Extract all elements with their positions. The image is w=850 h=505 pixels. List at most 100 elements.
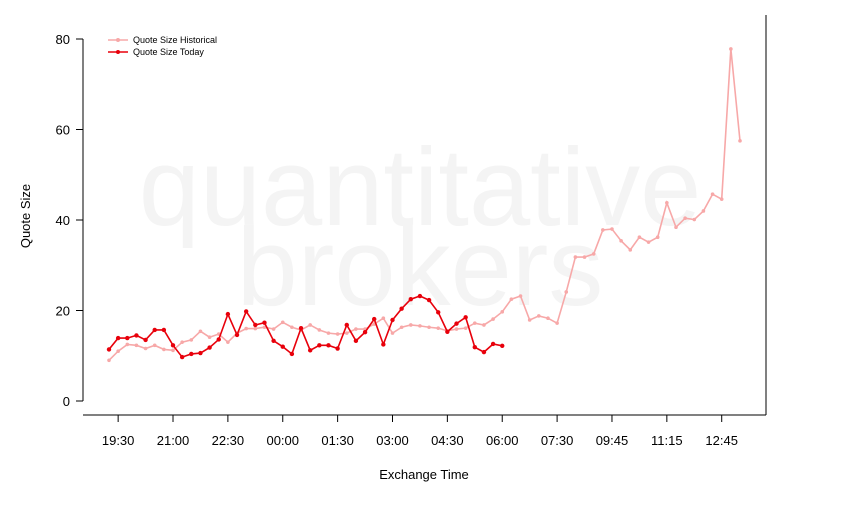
point	[170, 343, 176, 348]
point	[207, 335, 212, 339]
point	[417, 293, 423, 299]
point	[179, 354, 185, 360]
point	[308, 323, 312, 327]
series-line	[108, 48, 741, 361]
point	[655, 235, 660, 239]
point	[317, 343, 322, 348]
legend-label: Quote Size Historical	[133, 35, 217, 45]
x-tick-label: 06:00	[486, 433, 519, 448]
watermark: brokers	[237, 206, 604, 329]
point	[628, 248, 633, 252]
point	[491, 317, 495, 321]
point	[555, 321, 559, 325]
legend-marker	[116, 38, 120, 42]
x-tick-label: 09:45	[596, 433, 629, 448]
point	[271, 327, 276, 331]
point	[665, 201, 669, 205]
y-tick-label: 40	[56, 213, 70, 228]
point	[353, 338, 359, 344]
point	[591, 252, 596, 256]
point	[518, 294, 523, 298]
point	[262, 325, 267, 330]
x-tick-label: 11:15	[651, 433, 683, 448]
x-tick-label: 12:45	[705, 433, 738, 448]
x-axis-label: Exchange Time	[379, 467, 469, 482]
point	[573, 255, 578, 259]
point	[198, 350, 203, 356]
point	[198, 329, 203, 334]
point	[674, 225, 678, 230]
point	[701, 209, 706, 213]
point	[290, 325, 294, 330]
point	[161, 327, 167, 333]
x-tick-label: 21:00	[157, 433, 190, 448]
point	[500, 343, 505, 348]
x-tick-label: 03:00	[376, 433, 409, 448]
point	[399, 325, 404, 330]
y-tick-label: 0	[63, 394, 70, 409]
point	[537, 314, 541, 318]
point	[253, 326, 258, 331]
x-tick-label: 22:30	[212, 433, 245, 448]
point	[152, 343, 157, 348]
point	[418, 324, 422, 328]
x-tick-label: 07:30	[541, 433, 574, 448]
point	[564, 290, 569, 294]
point	[408, 296, 413, 302]
point	[189, 351, 194, 357]
point	[262, 320, 267, 325]
point	[738, 139, 742, 143]
y-axis-label: Quote Size	[18, 184, 33, 248]
point	[143, 346, 148, 351]
x-tick-label: 04:30	[431, 433, 464, 448]
point	[171, 348, 175, 353]
point	[107, 358, 111, 363]
point	[427, 325, 431, 330]
legend-label: Quote Size Today	[133, 47, 204, 57]
point	[372, 316, 377, 322]
point	[646, 240, 651, 244]
point	[335, 332, 340, 336]
point	[243, 309, 249, 314]
point	[509, 297, 514, 301]
point	[280, 344, 285, 349]
point	[143, 337, 148, 343]
point	[683, 216, 687, 220]
point	[225, 311, 231, 317]
point	[445, 329, 450, 334]
point	[134, 333, 139, 338]
point	[426, 297, 432, 303]
point	[125, 342, 130, 347]
point	[244, 326, 248, 331]
watermark: quantitative	[139, 126, 702, 249]
point	[134, 343, 139, 348]
point	[710, 192, 715, 197]
point	[326, 343, 331, 348]
point	[399, 306, 404, 311]
point	[436, 326, 441, 330]
point	[637, 235, 642, 239]
point	[729, 47, 733, 51]
point	[253, 322, 258, 328]
point	[463, 326, 468, 330]
point	[381, 342, 386, 347]
point	[152, 327, 157, 333]
point	[326, 331, 331, 335]
point	[610, 227, 614, 231]
point	[500, 310, 505, 314]
point	[180, 340, 184, 344]
point	[463, 315, 468, 320]
point	[115, 335, 121, 341]
point	[601, 228, 605, 232]
point	[482, 323, 486, 327]
point	[106, 347, 112, 352]
point	[226, 340, 230, 344]
point	[490, 341, 496, 347]
point	[582, 255, 587, 259]
y-tick-label: 20	[56, 304, 70, 319]
point	[362, 330, 368, 335]
point	[719, 197, 724, 201]
point	[408, 323, 413, 327]
point	[125, 335, 130, 341]
